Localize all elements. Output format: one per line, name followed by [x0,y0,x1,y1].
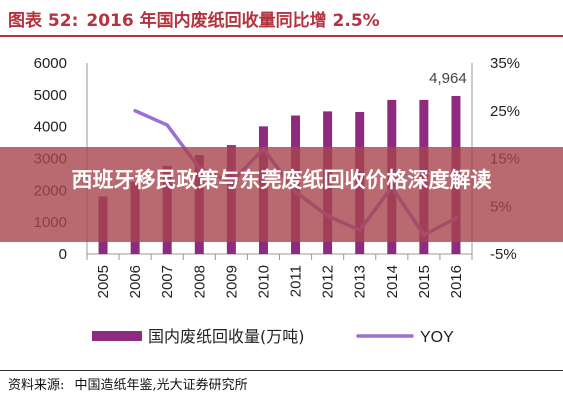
y-left-tick-label: 4000 [34,119,67,136]
data-label: 4,964 [429,70,467,87]
x-tick-label: 2015 [416,265,433,298]
y-right-tick-label: -5% [490,246,517,263]
source-label: 资料来源: [8,378,65,393]
chart-labels: 4,964 [429,70,467,87]
y-left-tick-label: 5000 [34,87,67,104]
x-tick-label: 2005 [95,265,112,298]
overlay-headline: 西班牙移民政策与东莞废纸回收价格深度解读 [71,168,492,192]
y-left-tick-label: 0 [59,246,67,263]
x-tick-label: 2010 [255,265,272,298]
x-tick-label: 2006 [127,265,144,298]
legend-line-label: YOY [420,329,454,346]
source-text: 中国造纸年鉴,光大证券研究所 [74,378,248,393]
y-left-tick-label: 6000 [34,55,67,72]
x-tick-label: 2014 [384,265,401,298]
source-divider [0,370,563,371]
y-right-tick-label: 25% [490,103,520,120]
x-tick-label: 2011 [288,265,305,297]
x-tick-label: 2016 [448,265,465,298]
figure-title-row: 图表 52: 2016 年国内废纸回收量同比增 2.5% [8,4,388,32]
legend-bar-swatch [92,331,142,341]
legend-bar-label: 国内废纸回收量(万吨) [148,327,305,346]
y-right-tick-label: 35% [490,55,520,72]
x-tick-label: 2009 [223,265,240,298]
source-note: 资料来源: 中国造纸年鉴,光大证券研究所 [8,374,254,393]
x-tick-label: 2012 [320,265,337,298]
overlay-banner: 西班牙移民政策与东莞废纸回收价格深度解读 [0,147,563,242]
title-divider [0,35,563,37]
figure-title: 2016 年国内废纸回收量同比增 2.5% [86,10,380,31]
x-tick-label: 2007 [159,265,176,298]
chart-legend: 国内废纸回收量(万吨) YOY [92,327,454,346]
figure-label: 图表 52: [8,10,79,31]
x-tick-label: 2008 [191,265,208,298]
x-tick-label: 2013 [352,265,369,298]
